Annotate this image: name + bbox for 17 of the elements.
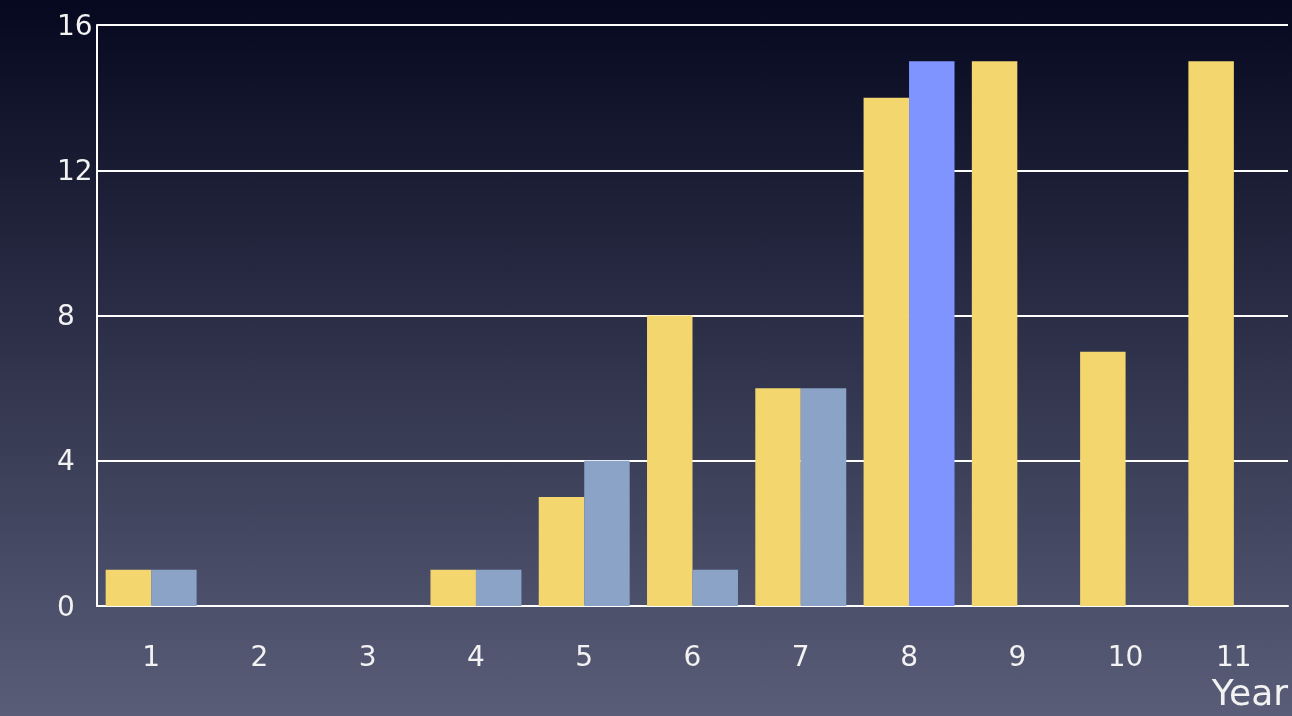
x-tick-label: 11 — [1216, 639, 1252, 673]
y-tick-label: 8 — [57, 299, 75, 332]
x-tick-label: 6 — [683, 639, 702, 673]
x-tick-label: 8 — [900, 639, 918, 673]
x-tick-label: 1 — [142, 639, 161, 673]
x-tick-label: 5 — [575, 639, 594, 673]
x-tick-label: 7 — [791, 639, 810, 673]
x-tick-label: 9 — [1008, 639, 1027, 673]
y-tick-label: 12 — [57, 153, 93, 187]
y-tick-label: 4 — [57, 444, 75, 478]
x-tick-label: 10 — [1107, 639, 1144, 673]
y-tick-label: 0 — [57, 589, 75, 623]
x-tick-label: 4 — [467, 639, 485, 673]
y-tick-label: 16 — [57, 8, 93, 42]
x-tick-label: 2 — [250, 639, 269, 673]
x-tick-label: 3 — [358, 639, 377, 673]
x-axis-title: Year — [1210, 671, 1289, 713]
